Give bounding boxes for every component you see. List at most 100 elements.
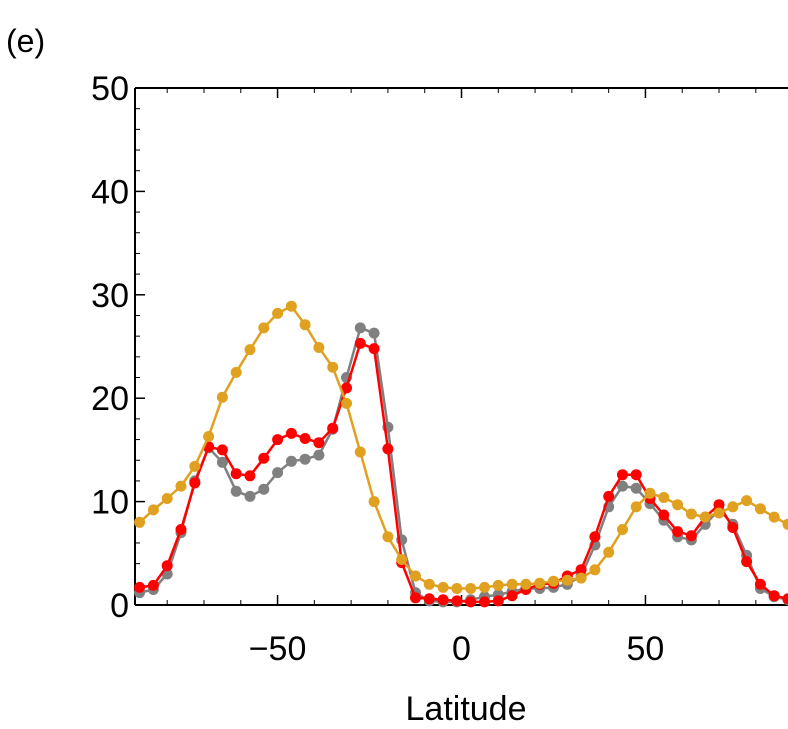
series-2-point xyxy=(230,366,242,378)
series-2-point xyxy=(272,307,284,319)
series-1-point xyxy=(327,422,339,434)
series-2-point xyxy=(134,516,146,528)
series-2-point xyxy=(341,397,352,409)
plot-area: 0 10 20 30 40 50 −50 0 50 xyxy=(91,70,788,668)
series-2-point xyxy=(465,583,477,594)
series-2-point xyxy=(244,344,256,356)
series-1-point xyxy=(451,595,463,607)
series-0-point xyxy=(368,327,380,339)
series-0-point xyxy=(617,480,628,492)
y-tick-label: 50 xyxy=(91,70,129,108)
series-1-point xyxy=(134,581,146,593)
series-2-point xyxy=(727,501,739,513)
series-2-point xyxy=(382,531,394,543)
series-1-point xyxy=(658,509,670,521)
panel-label: (e) xyxy=(6,23,45,59)
series-1-point xyxy=(672,526,684,538)
series-2-point xyxy=(630,501,642,513)
series-1-point xyxy=(354,337,366,349)
series-1-point xyxy=(727,522,739,533)
series-2-point xyxy=(603,546,615,558)
series-0-point xyxy=(285,455,297,467)
series-0-point xyxy=(313,449,325,461)
series-1-point xyxy=(410,592,421,604)
series-1-point xyxy=(782,593,788,605)
series-1-point xyxy=(258,452,270,464)
series-2-point xyxy=(506,578,518,590)
series-1-point xyxy=(589,531,601,543)
series-2-point xyxy=(327,361,339,373)
series-1-point xyxy=(285,427,297,439)
series-1-point xyxy=(741,556,753,568)
series-1-point xyxy=(272,434,284,446)
series-2-point xyxy=(299,319,311,331)
series-1-point xyxy=(437,594,449,606)
series-0-point xyxy=(354,322,366,334)
y-tick-label: 40 xyxy=(91,173,129,211)
y-tick-label: 20 xyxy=(91,380,129,418)
series-2-point xyxy=(479,581,490,593)
series-1-point xyxy=(299,433,311,444)
series-2-point xyxy=(782,518,788,530)
series-0-point xyxy=(244,490,256,502)
series-2-point xyxy=(548,575,559,587)
series-0-point xyxy=(230,485,242,497)
series-0-point xyxy=(299,453,311,465)
series-1-point xyxy=(244,470,256,482)
series-1-point xyxy=(423,593,435,605)
series-2-point xyxy=(672,499,684,511)
series-1-point xyxy=(617,469,628,481)
series-2-point xyxy=(589,564,601,576)
series-2-point xyxy=(713,507,725,519)
series-2-point xyxy=(617,524,628,535)
series-1-point xyxy=(575,564,587,576)
series-2-point xyxy=(534,577,546,589)
series-2-point xyxy=(644,487,656,499)
series-2-point xyxy=(685,508,697,520)
series-2-point xyxy=(492,579,504,591)
series-1-point xyxy=(713,499,725,511)
x-axis-title: Latitude xyxy=(406,690,527,728)
series-2-point xyxy=(658,492,670,503)
series-2-point xyxy=(189,460,201,472)
series-2-point xyxy=(147,504,159,516)
series-1-point xyxy=(147,579,159,591)
series-0-point xyxy=(216,456,228,468)
series-1-point xyxy=(685,530,697,542)
series-1-point xyxy=(754,578,766,590)
series-2-point xyxy=(520,578,532,590)
series-1-point xyxy=(175,524,187,535)
series-1-point xyxy=(479,596,490,608)
series-1-point xyxy=(768,590,780,602)
series-1-point xyxy=(492,595,504,607)
series-2-point xyxy=(396,554,408,565)
series-2-point xyxy=(313,342,325,353)
y-tick-label: 10 xyxy=(91,484,129,522)
series-1-point xyxy=(341,382,352,394)
x-tick-label: −50 xyxy=(249,630,307,668)
series-1-point xyxy=(216,444,228,456)
series-2-point xyxy=(754,503,766,515)
series-2-point xyxy=(216,391,228,403)
series-1-point xyxy=(189,477,201,489)
series-2-point xyxy=(368,496,380,508)
series-1-point xyxy=(313,437,325,449)
series-2-point xyxy=(175,480,187,492)
series-line-2 xyxy=(138,304,788,590)
series-0-point xyxy=(630,482,642,494)
series-2-point xyxy=(561,574,573,586)
series-1-point xyxy=(230,468,242,480)
y-tick-label: 0 xyxy=(110,587,129,625)
series-2-point xyxy=(741,495,753,507)
series-2-point xyxy=(699,511,711,523)
series-2-point xyxy=(285,300,297,312)
series-2-point xyxy=(410,570,421,582)
series-2-point xyxy=(258,322,270,334)
series-0-point xyxy=(272,467,284,479)
series-1-point xyxy=(506,590,518,602)
series-2-point xyxy=(203,431,215,442)
series-2-point xyxy=(768,511,780,523)
series-2-point xyxy=(161,493,173,504)
series-2-point xyxy=(437,581,449,593)
series-1-point xyxy=(630,469,642,481)
